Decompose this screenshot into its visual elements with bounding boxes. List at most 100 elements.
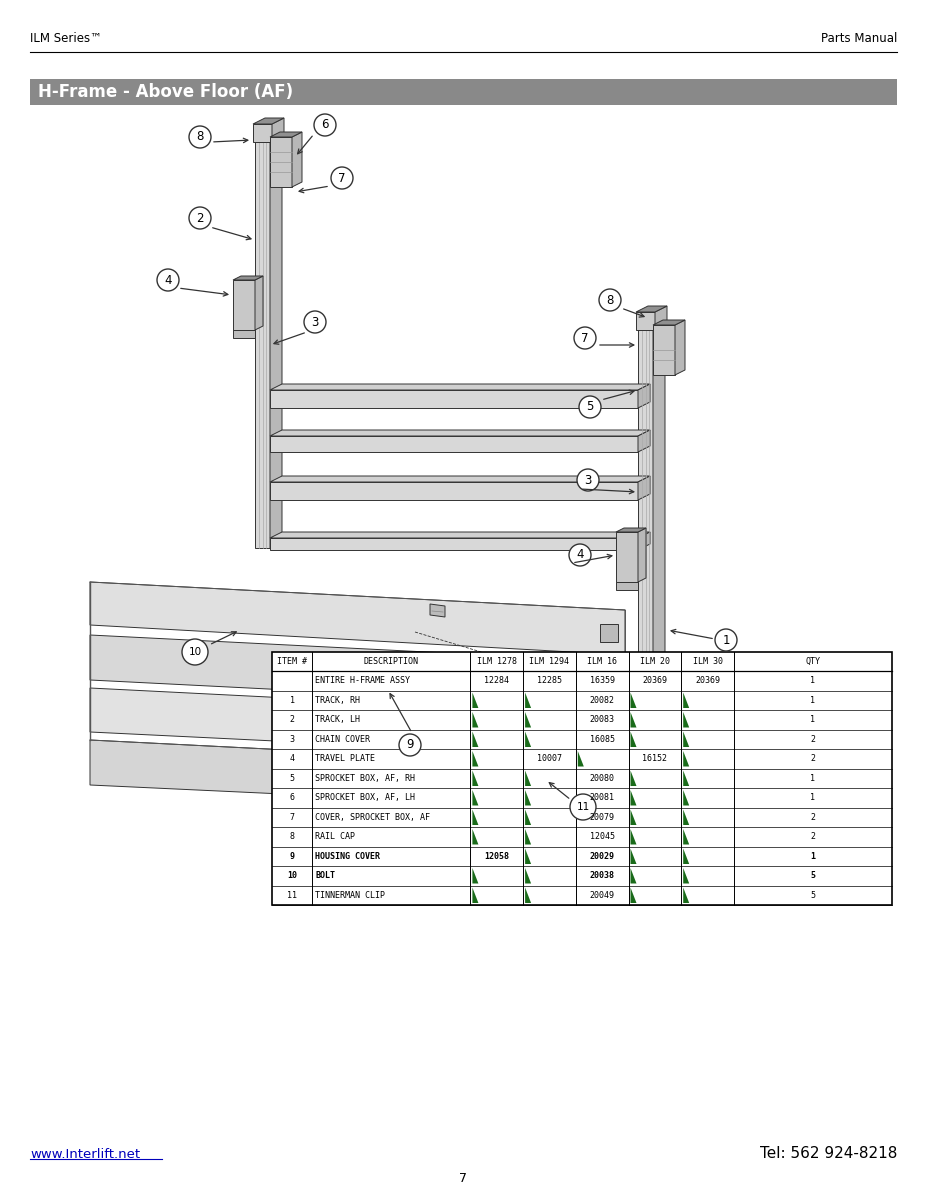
Polygon shape [683, 888, 689, 902]
Circle shape [189, 206, 211, 229]
Text: 4: 4 [577, 548, 584, 562]
Text: 10: 10 [287, 871, 298, 881]
Polygon shape [473, 732, 478, 746]
Polygon shape [636, 312, 655, 330]
Text: 8: 8 [289, 833, 295, 841]
Polygon shape [630, 810, 637, 826]
Circle shape [157, 269, 179, 290]
Polygon shape [233, 330, 255, 338]
Text: 10: 10 [188, 647, 201, 658]
Text: 7: 7 [338, 172, 346, 185]
Polygon shape [270, 436, 638, 452]
Polygon shape [473, 751, 478, 767]
Text: DESCRIPTION: DESCRIPTION [364, 656, 419, 666]
Polygon shape [253, 118, 284, 124]
Text: 1: 1 [810, 715, 816, 725]
Polygon shape [90, 740, 625, 810]
Text: 7: 7 [459, 1171, 467, 1184]
Polygon shape [630, 692, 637, 708]
Circle shape [399, 734, 421, 756]
Polygon shape [270, 482, 638, 500]
Text: 20080: 20080 [590, 774, 615, 782]
Polygon shape [525, 692, 531, 708]
Polygon shape [616, 532, 638, 582]
Polygon shape [90, 688, 625, 758]
Polygon shape [683, 770, 689, 786]
Text: Tel: 562 924-8218: Tel: 562 924-8218 [759, 1146, 897, 1162]
Circle shape [570, 794, 596, 820]
Polygon shape [270, 430, 650, 436]
Polygon shape [473, 770, 478, 786]
Polygon shape [675, 320, 685, 374]
Circle shape [569, 544, 591, 566]
Polygon shape [525, 829, 531, 845]
Polygon shape [270, 136, 282, 548]
Polygon shape [683, 751, 689, 767]
Polygon shape [653, 324, 665, 697]
Polygon shape [683, 692, 689, 708]
Polygon shape [683, 810, 689, 826]
Polygon shape [630, 770, 637, 786]
Text: SPROCKET BOX, AF, RH: SPROCKET BOX, AF, RH [315, 774, 415, 782]
Polygon shape [430, 604, 445, 617]
Polygon shape [630, 888, 637, 902]
Text: TRACK, LH: TRACK, LH [315, 715, 361, 725]
Text: 9: 9 [289, 852, 295, 860]
Text: 2: 2 [810, 755, 816, 763]
Polygon shape [638, 330, 653, 697]
Text: 16152: 16152 [642, 755, 667, 763]
Text: 3: 3 [311, 316, 319, 329]
Polygon shape [653, 320, 685, 325]
Polygon shape [655, 306, 667, 330]
Bar [30, 79, 897, 104]
Circle shape [599, 289, 621, 311]
Polygon shape [638, 384, 650, 408]
Polygon shape [578, 751, 584, 767]
Text: CHAIN COVER: CHAIN COVER [315, 734, 370, 744]
Polygon shape [653, 325, 675, 374]
Text: RAIL CAP: RAIL CAP [315, 833, 355, 841]
Text: 20369: 20369 [642, 677, 667, 685]
Text: 10007: 10007 [537, 755, 562, 763]
Polygon shape [630, 732, 637, 746]
Text: 3: 3 [289, 734, 295, 744]
Circle shape [331, 167, 353, 188]
Polygon shape [638, 476, 650, 500]
Polygon shape [525, 770, 531, 786]
Text: 8: 8 [197, 131, 204, 144]
Text: 20049: 20049 [590, 890, 615, 900]
Polygon shape [638, 430, 650, 452]
Polygon shape [90, 635, 625, 707]
Polygon shape [90, 582, 625, 655]
Polygon shape [525, 868, 531, 883]
Polygon shape [473, 829, 478, 845]
Bar [272, 652, 892, 905]
Polygon shape [630, 829, 637, 845]
Text: 20038: 20038 [590, 871, 615, 881]
Text: 12284: 12284 [484, 677, 509, 685]
Text: 16359: 16359 [590, 677, 615, 685]
Polygon shape [525, 810, 531, 826]
Text: www.Interlift.net: www.Interlift.net [30, 1147, 140, 1160]
Text: 3: 3 [584, 474, 591, 486]
Polygon shape [473, 810, 478, 826]
Polygon shape [473, 712, 478, 727]
Text: 6: 6 [289, 793, 295, 803]
Text: 2: 2 [289, 715, 295, 725]
Polygon shape [630, 712, 637, 727]
Circle shape [182, 638, 208, 665]
Text: ILM Series™: ILM Series™ [30, 32, 102, 44]
Text: 1: 1 [810, 793, 816, 803]
Circle shape [577, 469, 599, 491]
Text: 1: 1 [810, 852, 816, 860]
Circle shape [574, 326, 596, 349]
Polygon shape [255, 276, 263, 330]
Polygon shape [255, 142, 270, 548]
Text: 20082: 20082 [590, 696, 615, 704]
Text: 12058: 12058 [484, 852, 509, 860]
Text: SPROCKET BOX, AF, LH: SPROCKET BOX, AF, LH [315, 793, 415, 803]
Polygon shape [270, 538, 638, 550]
Text: 2: 2 [810, 833, 816, 841]
Text: ILM 16: ILM 16 [587, 656, 617, 666]
Polygon shape [630, 790, 637, 805]
